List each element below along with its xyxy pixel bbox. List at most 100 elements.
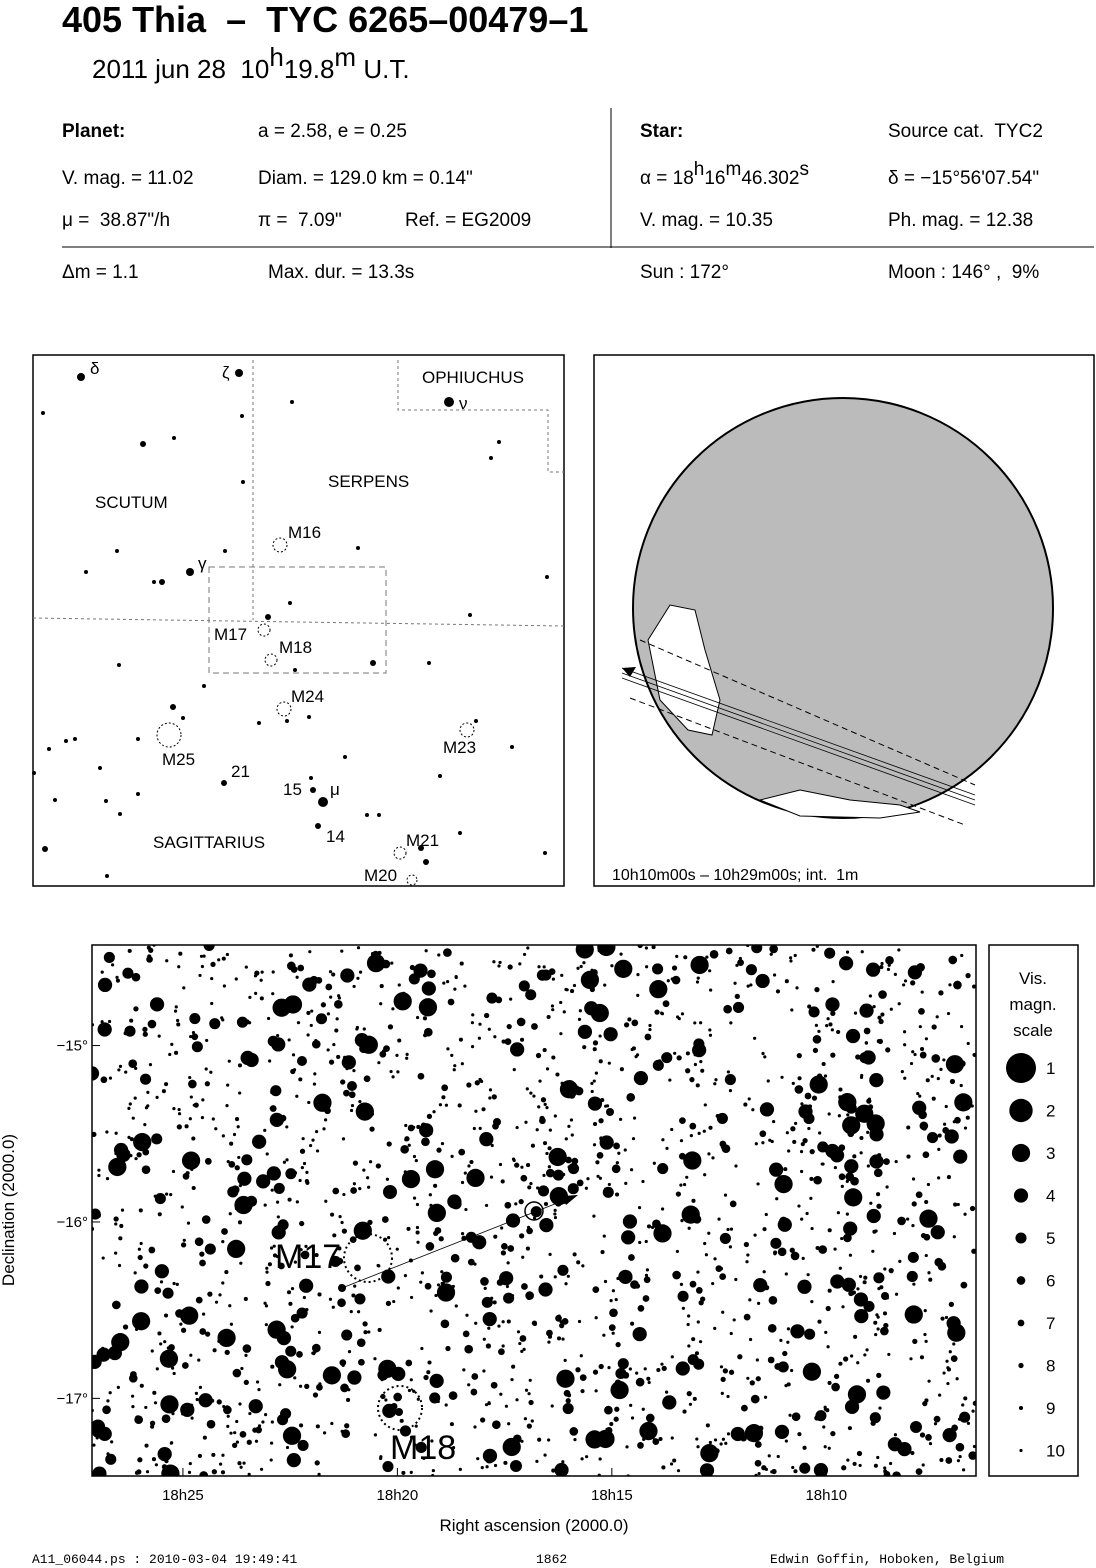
star bbox=[713, 1326, 717, 1330]
star bbox=[928, 1442, 933, 1446]
star bbox=[161, 1089, 166, 1094]
star bbox=[668, 1078, 672, 1082]
arrow bbox=[562, 1195, 578, 1205]
star bbox=[141, 1165, 151, 1174]
star bbox=[195, 1296, 203, 1304]
star bbox=[419, 1123, 434, 1138]
star bbox=[285, 1168, 297, 1180]
star bbox=[285, 1158, 289, 1162]
star bbox=[172, 1371, 176, 1376]
star bbox=[176, 1124, 182, 1130]
star bbox=[632, 1326, 647, 1342]
star bbox=[257, 1388, 261, 1392]
star bbox=[631, 1046, 636, 1051]
star bbox=[450, 1198, 462, 1210]
star bbox=[510, 1377, 514, 1382]
star bbox=[425, 1160, 445, 1179]
star bbox=[716, 1112, 728, 1124]
star bbox=[737, 959, 744, 967]
star bbox=[297, 964, 305, 972]
star bbox=[745, 964, 757, 976]
star bbox=[145, 1470, 150, 1474]
legend-label: 9 bbox=[1046, 1399, 1055, 1418]
star bbox=[562, 1402, 574, 1415]
star bbox=[484, 1403, 489, 1407]
star bbox=[322, 1431, 327, 1435]
star bbox=[737, 1354, 743, 1360]
star bbox=[287, 1197, 292, 1202]
star bbox=[573, 1438, 577, 1442]
star bbox=[626, 1093, 636, 1102]
star bbox=[955, 1442, 965, 1452]
star bbox=[539, 1274, 544, 1279]
star bbox=[913, 1052, 917, 1057]
star bbox=[746, 945, 750, 948]
y-tick-label: −17° bbox=[57, 1390, 88, 1407]
star bbox=[406, 1176, 411, 1181]
star bbox=[520, 1349, 524, 1353]
star bbox=[874, 1332, 878, 1337]
star bbox=[924, 1253, 928, 1258]
star bbox=[692, 1042, 707, 1058]
star bbox=[296, 1021, 301, 1025]
star bbox=[108, 1157, 127, 1177]
star bbox=[746, 1376, 750, 1380]
star bbox=[269, 1246, 274, 1250]
star bbox=[426, 1370, 431, 1375]
star bbox=[709, 988, 713, 992]
star bbox=[176, 1018, 180, 1023]
star bbox=[425, 1242, 435, 1251]
star bbox=[537, 1437, 542, 1442]
star bbox=[464, 1344, 474, 1354]
star bbox=[485, 1465, 489, 1469]
star bbox=[131, 1405, 135, 1409]
star bbox=[444, 1103, 449, 1107]
star bbox=[592, 1047, 597, 1052]
finder-star bbox=[423, 859, 429, 865]
star bbox=[825, 997, 840, 1012]
star bbox=[580, 970, 600, 990]
star bbox=[918, 1110, 927, 1120]
star bbox=[703, 1173, 707, 1177]
star bbox=[312, 1352, 316, 1356]
t: 19.8 bbox=[284, 54, 335, 84]
star bbox=[288, 1301, 293, 1306]
star bbox=[923, 1308, 927, 1313]
star bbox=[944, 1104, 948, 1109]
star bbox=[780, 1075, 784, 1079]
star bbox=[796, 1052, 802, 1059]
star bbox=[639, 1421, 658, 1441]
star bbox=[809, 1196, 813, 1200]
finder-star bbox=[32, 771, 36, 775]
star bbox=[644, 946, 648, 950]
star bbox=[367, 1185, 371, 1189]
star bbox=[542, 965, 546, 969]
t: h bbox=[694, 159, 705, 180]
star bbox=[377, 1327, 382, 1333]
star bbox=[817, 1319, 822, 1324]
star bbox=[729, 1200, 737, 1208]
star bbox=[756, 1301, 761, 1306]
finder-object bbox=[264, 653, 278, 667]
star bbox=[754, 1459, 762, 1467]
star bbox=[570, 989, 575, 994]
star bbox=[560, 1081, 564, 1085]
star bbox=[869, 1201, 873, 1205]
star bbox=[547, 1340, 551, 1344]
star bbox=[577, 1319, 582, 1324]
star bbox=[335, 1374, 340, 1379]
star bbox=[119, 1152, 129, 1162]
star bbox=[92, 1354, 102, 1370]
star bbox=[873, 1463, 878, 1468]
star bbox=[860, 950, 864, 954]
star bbox=[247, 1021, 252, 1025]
star bbox=[625, 1445, 629, 1449]
star bbox=[226, 1414, 230, 1418]
star bbox=[162, 1287, 174, 1299]
star bbox=[879, 965, 884, 970]
t: 46.302 bbox=[741, 168, 799, 189]
star bbox=[552, 1169, 564, 1181]
star bbox=[487, 1027, 491, 1031]
star bbox=[702, 1129, 706, 1133]
star bbox=[272, 1244, 276, 1248]
